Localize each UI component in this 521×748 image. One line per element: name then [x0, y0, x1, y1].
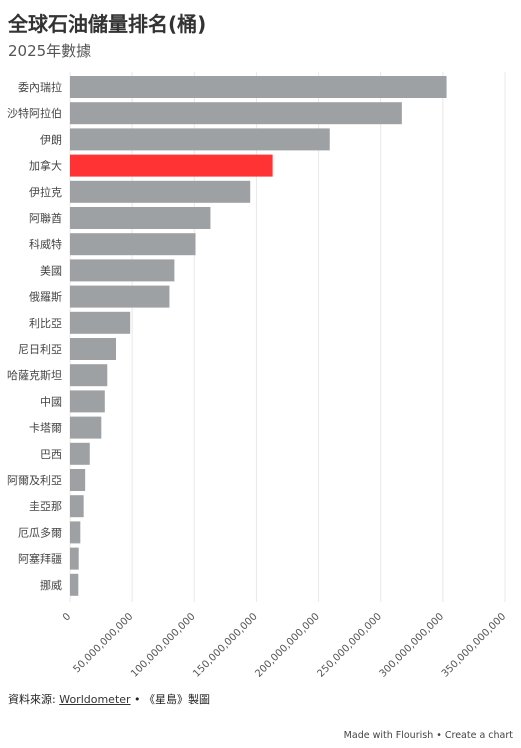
x-tick-label-4: 200,000,000,000 [253, 611, 322, 680]
bar-2[interactable] [70, 128, 330, 151]
x-tick-label-6: 300,000,000,000 [378, 611, 447, 680]
bar-13[interactable] [70, 416, 102, 439]
category-label-6: 科威特 [29, 237, 62, 251]
chart-subtitle: 2025年數據 [8, 42, 92, 60]
category-label-4: 伊拉克 [29, 185, 62, 199]
bar-9[interactable] [70, 311, 131, 334]
category-label-2: 伊朗 [40, 133, 62, 146]
category-label-15: 阿爾及利亞 [7, 474, 62, 487]
source-prefix: 資料來源: [8, 693, 56, 706]
bar-17[interactable] [70, 521, 81, 544]
bar-0[interactable] [70, 76, 447, 98]
made-with-flourish-link[interactable]: Made with Flourish [343, 730, 434, 741]
category-label-16: 圭亞那 [29, 500, 62, 513]
category-label-17: 厄瓜多爾 [18, 525, 62, 539]
bar-16[interactable] [70, 495, 84, 518]
x-tick-label-0: 0 [61, 611, 73, 623]
bar-19[interactable] [70, 573, 79, 596]
source-suffix: • 《星島》製圖 [130, 693, 211, 706]
category-label-8: 俄羅斯 [29, 291, 62, 304]
bar-8[interactable] [70, 285, 170, 308]
category-label-10: 尼日利亞 [18, 343, 62, 356]
x-tick-label-3: 150,000,000,000 [191, 611, 260, 680]
bar-5[interactable] [70, 207, 211, 229]
x-tick-label-7: 350,000,000,000 [440, 611, 509, 680]
x-tick-label-1: 50,000,000,000 [71, 611, 135, 675]
x-tick-label-2: 100,000,000,000 [129, 611, 198, 680]
bar-10[interactable] [70, 338, 116, 360]
category-label-7: 美國 [40, 264, 62, 277]
source-note: 資料來源: Worldometer • 《星島》製圖 [8, 691, 210, 707]
category-label-9: 利比亞 [29, 317, 62, 330]
bar-chart: 委內瑞拉沙特阿拉伯伊朗加拿大伊拉克阿聯酋科威特美國俄羅斯利比亞尼日利亞哈薩克斯坦… [7, 72, 509, 680]
flourish-credit: Made with Flourish • Create a chart [344, 730, 513, 741]
bar-7[interactable] [70, 259, 175, 282]
category-label-5: 阿聯酋 [29, 211, 62, 225]
bar-1[interactable] [70, 102, 402, 125]
bar-3[interactable] [70, 154, 273, 177]
source-link[interactable]: Worldometer [59, 693, 131, 706]
category-label-19: 挪威 [40, 578, 62, 592]
credit-separator: • [433, 730, 445, 741]
category-label-13: 卡塔爾 [29, 422, 62, 435]
bar-12[interactable] [70, 390, 105, 413]
category-label-1: 沙特阿拉伯 [7, 106, 62, 120]
bar-18[interactable] [70, 547, 79, 570]
bar-15[interactable] [70, 469, 86, 491]
bar-4[interactable] [70, 180, 251, 203]
category-label-11: 哈薩克斯坦 [7, 368, 62, 382]
bar-11[interactable] [70, 364, 108, 387]
chart-title: 全球石油儲量排名(桶) [8, 12, 207, 36]
bar-6[interactable] [70, 233, 196, 256]
category-label-12: 中國 [40, 395, 62, 408]
category-label-3: 加拿大 [29, 159, 62, 173]
category-label-18: 阿塞拜疆 [18, 552, 62, 566]
bar-14[interactable] [70, 442, 90, 465]
create-chart-link[interactable]: Create a chart [444, 730, 513, 741]
x-tick-label-5: 250,000,000,000 [315, 611, 384, 680]
category-label-14: 巴西 [40, 448, 62, 461]
category-label-0: 委內瑞拉 [18, 80, 62, 94]
